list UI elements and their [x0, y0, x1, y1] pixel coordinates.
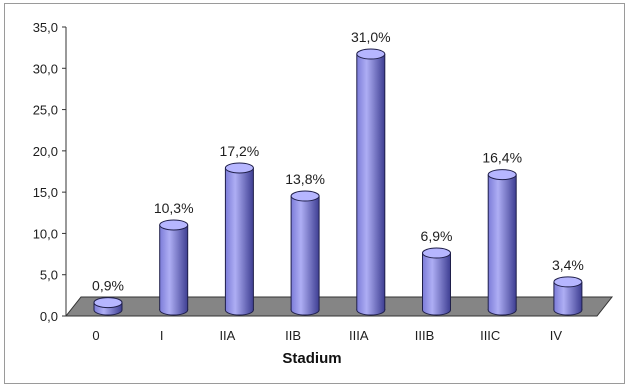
- data-labels: 0,9% 10,3% 17,2% 13,8% 31,0% 6,9% 16,4% 3,4%: [92, 29, 584, 294]
- bar-top: [290, 190, 320, 202]
- bar-top: [356, 48, 386, 60]
- y-tick-label: 20,0: [33, 144, 58, 159]
- y-tick-label: 5,0: [40, 268, 58, 283]
- bar-body: [225, 167, 254, 310]
- bar-cylinder: [159, 219, 189, 316]
- data-label: 31,0%: [351, 29, 391, 45]
- data-label: 0,9%: [92, 278, 124, 294]
- bar-cylinder: [553, 276, 583, 316]
- x-tick-label: IIIC: [480, 328, 500, 343]
- data-label: 16,4%: [482, 150, 522, 166]
- x-axis-title: Stadium: [282, 350, 341, 367]
- bar-cylinder: [356, 48, 386, 316]
- bar-top: [487, 169, 517, 181]
- bar-body: [159, 224, 188, 310]
- bar-top: [422, 247, 451, 259]
- data-label: 3,4%: [552, 257, 584, 273]
- data-label: 6,9%: [421, 228, 453, 244]
- bar-body: [422, 253, 451, 310]
- bar-body: [356, 54, 385, 311]
- data-label: 13,8%: [285, 171, 325, 187]
- bar-series: [93, 48, 583, 316]
- bar-cylinder: [93, 297, 123, 316]
- x-tick-label: IIA: [219, 328, 235, 343]
- data-label: 17,2%: [220, 143, 260, 159]
- y-tick-label: 25,0: [33, 103, 58, 118]
- x-tick-label: IIB: [285, 328, 301, 343]
- bar-cylinder: [487, 169, 517, 316]
- y-tick-label: 35,0: [33, 20, 58, 35]
- x-tick-label: I: [160, 328, 164, 343]
- y-tick-label: 30,0: [33, 61, 58, 76]
- x-tick-label: 0: [92, 328, 99, 343]
- bar-cylinder: [290, 190, 320, 316]
- x-tick-label: IV: [550, 328, 563, 343]
- bar-body: [291, 196, 320, 310]
- y-tick-label: 15,0: [33, 185, 58, 200]
- bar-top: [224, 162, 254, 174]
- bar-cylinder: [224, 162, 254, 316]
- bar-top: [553, 276, 583, 288]
- x-tick-label: IIIA: [349, 328, 369, 343]
- y-tick-label: 0,0: [40, 309, 58, 324]
- bar-cylinder: [422, 247, 451, 316]
- bar-body: [488, 174, 517, 310]
- x-tick-label: IIIB: [415, 328, 435, 343]
- bar-top: [159, 219, 189, 231]
- data-label: 10,3%: [154, 200, 194, 216]
- y-axis-ticks: 0,0 5,0 10,0 15,0 20,0 25,0 30,0 35,0: [33, 20, 66, 324]
- bar-top: [93, 297, 123, 309]
- y-tick-label: 10,0: [33, 226, 58, 241]
- x-axis-ticks: 0 I IIA IIB IIIA IIIB IIIC IV: [92, 328, 562, 343]
- chart-floor: [64, 296, 614, 317]
